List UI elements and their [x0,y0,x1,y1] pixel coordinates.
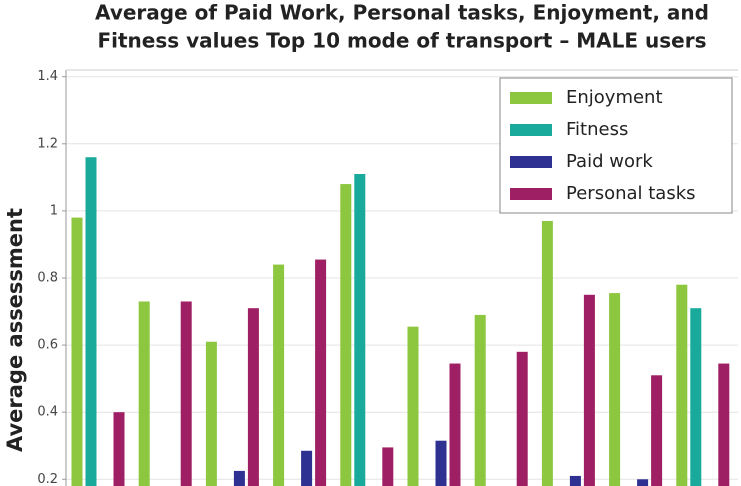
y-tick-label: 1 [50,203,58,218]
bar [609,293,621,486]
bar [354,174,366,486]
bar [676,284,688,486]
bar [516,351,528,486]
legend-swatch [510,188,552,200]
chart-title: Fitness values Top 10 mode of transport … [97,29,706,53]
bar [474,314,486,486]
y-axis-label: Average assessment [3,208,27,452]
legend-label: Personal tasks [566,183,696,204]
y-tick-label: 0.4 [37,405,58,420]
legend-label: Fitness [566,119,628,140]
chart-title: Average of Paid Work, Personal tasks, En… [95,1,709,25]
bar [382,447,394,486]
bar [233,470,245,486]
y-tick-label: 0.2 [37,472,58,486]
bar [435,440,447,486]
y-tick-label: 1.2 [37,136,58,151]
bar [569,475,581,486]
bar [301,450,313,486]
bar [449,363,461,486]
legend-swatch [510,92,552,104]
bar [273,264,285,486]
bar [85,157,97,486]
legend-swatch [510,156,552,168]
y-tick-label: 0.8 [37,271,58,286]
bar [205,341,217,486]
y-tick-label: 0.6 [37,338,58,353]
bar [71,217,83,486]
bar [541,220,553,486]
bar [138,301,150,486]
bar [637,479,649,486]
bar [340,184,352,486]
bar [583,294,595,486]
bar [247,308,259,486]
y-tick-label: 1.4 [37,69,58,84]
bar [113,412,125,486]
legend-label: Enjoyment [566,87,663,108]
bar [690,308,702,486]
legend-swatch [510,124,552,136]
legend-label: Paid work [566,151,653,172]
bar [180,301,192,486]
bar [407,326,419,486]
bar [315,259,327,486]
bar [651,375,663,486]
bar [718,363,730,486]
